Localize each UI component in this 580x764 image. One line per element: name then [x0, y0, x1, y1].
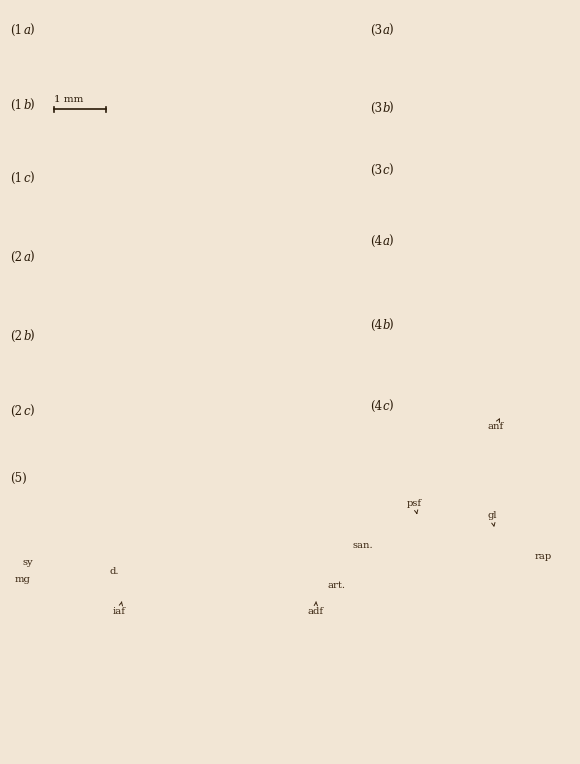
Text: (4: (4	[370, 235, 382, 248]
Text: a: a	[383, 24, 390, 37]
Text: ): )	[389, 102, 393, 115]
Text: ): )	[389, 235, 393, 248]
Text: (1: (1	[10, 99, 23, 112]
Text: a: a	[23, 24, 30, 37]
Text: (2: (2	[10, 405, 23, 418]
Text: anf: anf	[487, 419, 503, 432]
Text: sy: sy	[22, 558, 32, 567]
Text: (2: (2	[10, 330, 23, 343]
Text: (4: (4	[370, 400, 382, 413]
Text: iaf: iaf	[113, 602, 126, 617]
Text: (1: (1	[10, 172, 23, 185]
Text: ): )	[389, 319, 393, 332]
Text: ): )	[389, 24, 393, 37]
Text: (2: (2	[10, 251, 23, 264]
Text: a: a	[23, 251, 30, 264]
Text: ): )	[389, 164, 393, 177]
Text: c: c	[23, 405, 30, 418]
Text: psf: psf	[407, 499, 422, 513]
Text: ): )	[29, 251, 34, 264]
Text: c: c	[23, 172, 30, 185]
Text: ): )	[29, 99, 34, 112]
Text: (3: (3	[370, 24, 382, 37]
Text: ): )	[389, 400, 393, 413]
Text: (3: (3	[370, 164, 382, 177]
Text: ): )	[29, 330, 34, 343]
Text: ): )	[29, 172, 34, 185]
Text: b: b	[23, 99, 31, 112]
Text: adf: adf	[307, 602, 324, 617]
Text: rap: rap	[535, 552, 552, 561]
Text: b: b	[383, 102, 390, 115]
Text: c: c	[383, 400, 389, 413]
Text: mg: mg	[15, 575, 31, 584]
Text: ): )	[29, 24, 34, 37]
Text: a: a	[383, 235, 390, 248]
Text: (5): (5)	[10, 472, 27, 485]
Text: (3: (3	[370, 102, 382, 115]
Text: b: b	[383, 319, 390, 332]
Text: b: b	[23, 330, 31, 343]
Text: gl: gl	[487, 511, 496, 526]
Text: d.: d.	[109, 567, 118, 576]
Text: art.: art.	[328, 581, 346, 590]
Text: c: c	[383, 164, 389, 177]
Text: (4: (4	[370, 319, 382, 332]
Text: 1 mm: 1 mm	[54, 95, 84, 104]
Text: (1: (1	[10, 24, 23, 37]
Text: ): )	[29, 405, 34, 418]
Text: san.: san.	[353, 541, 374, 550]
